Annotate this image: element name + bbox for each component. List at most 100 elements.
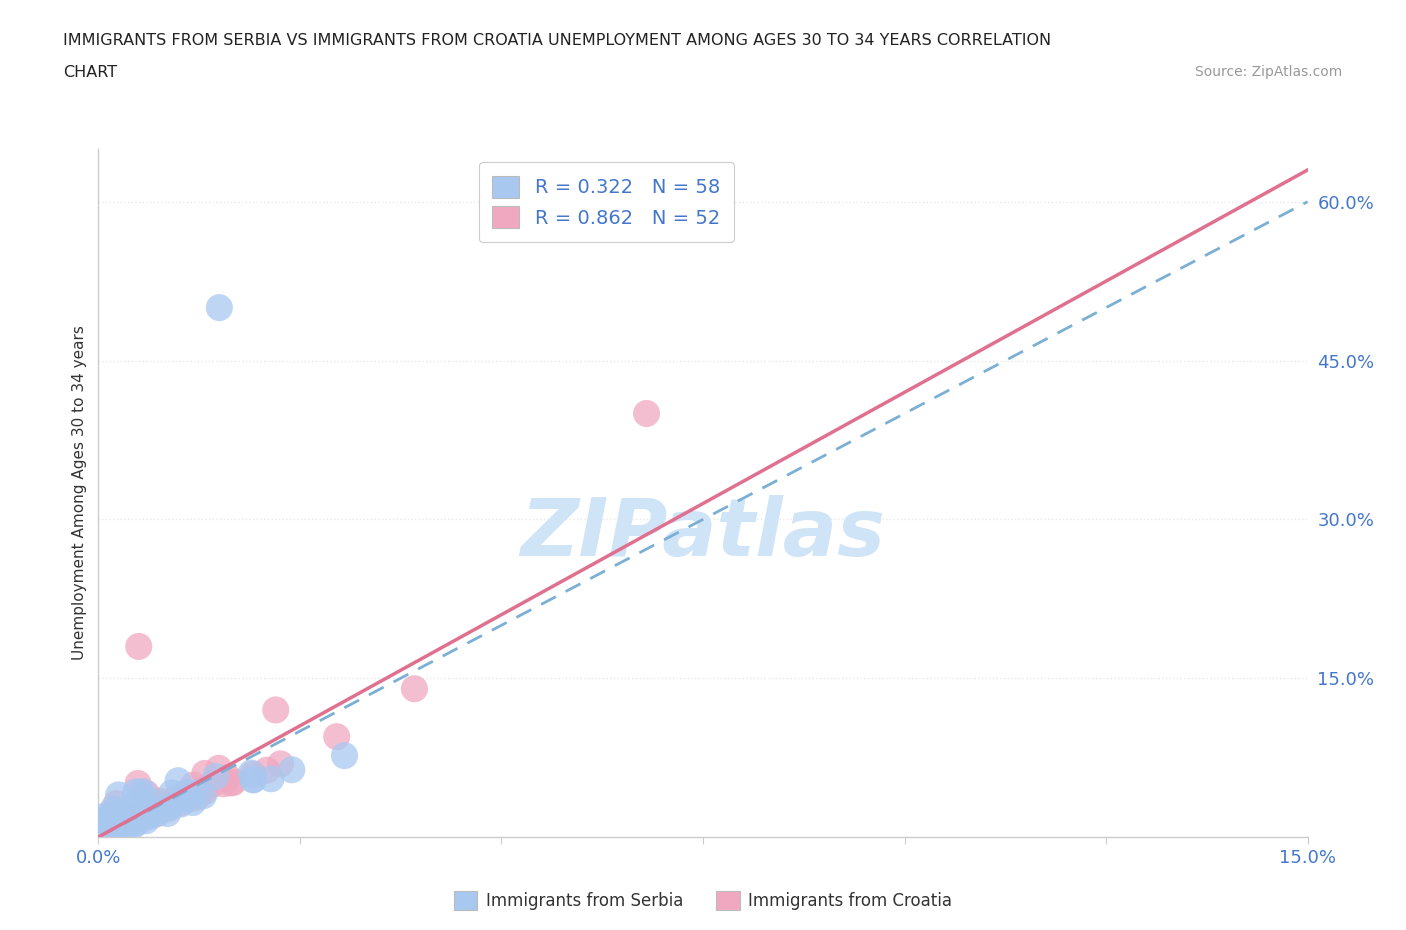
- Point: [89, 825, 111, 840]
- Point: [186, 790, 208, 805]
- Point: [127, 810, 149, 825]
- Point: [117, 810, 139, 825]
- Point: [108, 809, 131, 824]
- Point: [125, 811, 148, 826]
- Point: [184, 785, 207, 800]
- Point: [90, 824, 112, 839]
- Point: [142, 795, 165, 810]
- Point: [264, 702, 287, 717]
- Point: [136, 809, 159, 824]
- Point: [97, 825, 120, 840]
- Point: [98, 810, 121, 825]
- Point: [98, 820, 121, 835]
- Point: [127, 799, 149, 814]
- Point: [242, 767, 264, 782]
- Legend: Immigrants from Serbia, Immigrants from Croatia: Immigrants from Serbia, Immigrants from …: [447, 884, 959, 917]
- Text: CHART: CHART: [63, 65, 117, 80]
- Point: [132, 784, 155, 799]
- Point: [122, 817, 145, 832]
- Point: [131, 804, 153, 818]
- Point: [98, 814, 121, 829]
- Point: [260, 771, 283, 786]
- Point: [167, 773, 190, 788]
- Point: [104, 822, 127, 837]
- Point: [169, 795, 191, 810]
- Point: [127, 815, 149, 830]
- Point: [91, 827, 114, 842]
- Point: [132, 805, 155, 820]
- Point: [152, 802, 174, 817]
- Point: [128, 639, 150, 654]
- Point: [333, 748, 356, 763]
- Point: [108, 816, 131, 830]
- Point: [104, 803, 127, 817]
- Point: [174, 786, 197, 801]
- Point: [127, 776, 149, 790]
- Point: [117, 819, 139, 834]
- Point: [148, 793, 170, 808]
- Point: [201, 777, 224, 791]
- Point: [105, 796, 128, 811]
- Point: [90, 826, 112, 841]
- Point: [404, 682, 426, 697]
- Point: [87, 819, 110, 834]
- Text: ZIPatlas: ZIPatlas: [520, 495, 886, 573]
- Point: [103, 802, 125, 817]
- Point: [190, 783, 212, 798]
- Point: [139, 807, 162, 822]
- Point: [240, 765, 263, 780]
- Point: [129, 786, 152, 801]
- Point: [121, 808, 143, 823]
- Point: [256, 763, 278, 777]
- Point: [325, 729, 347, 744]
- Point: [146, 806, 169, 821]
- Point: [111, 815, 134, 830]
- Point: [100, 816, 122, 830]
- Point: [91, 817, 114, 831]
- Point: [97, 817, 120, 831]
- Point: [97, 825, 120, 840]
- Point: [242, 772, 264, 787]
- Point: [208, 761, 231, 776]
- Point: [165, 791, 187, 806]
- Point: [87, 825, 110, 840]
- Point: [115, 809, 138, 824]
- Point: [135, 786, 157, 801]
- Point: [97, 811, 120, 826]
- Point: [89, 817, 111, 832]
- Point: [170, 790, 193, 805]
- Point: [122, 810, 145, 825]
- Point: [117, 803, 139, 817]
- Y-axis label: Unemployment Among Ages 30 to 34 years: Unemployment Among Ages 30 to 34 years: [72, 326, 87, 660]
- Point: [160, 786, 183, 801]
- Point: [124, 813, 146, 828]
- Point: [204, 769, 226, 784]
- Point: [117, 815, 139, 830]
- Text: Source: ZipAtlas.com: Source: ZipAtlas.com: [1195, 65, 1343, 79]
- Point: [212, 777, 235, 791]
- Point: [242, 773, 264, 788]
- Point: [221, 776, 243, 790]
- Point: [135, 813, 157, 828]
- Point: [183, 777, 205, 792]
- Point: [108, 818, 131, 833]
- Point: [156, 806, 179, 821]
- Point: [93, 809, 115, 824]
- Point: [208, 300, 231, 315]
- Point: [193, 789, 215, 804]
- Point: [100, 807, 122, 822]
- Point: [118, 800, 141, 815]
- Text: IMMIGRANTS FROM SERBIA VS IMMIGRANTS FROM CROATIA UNEMPLOYMENT AMONG AGES 30 TO : IMMIGRANTS FROM SERBIA VS IMMIGRANTS FRO…: [63, 33, 1052, 47]
- Point: [194, 784, 217, 799]
- Point: [122, 812, 145, 827]
- Point: [110, 818, 132, 833]
- Point: [138, 807, 160, 822]
- Point: [159, 800, 181, 815]
- Point: [142, 807, 165, 822]
- Point: [112, 809, 135, 824]
- Legend: R = 0.322   N = 58, R = 0.862   N = 52: R = 0.322 N = 58, R = 0.862 N = 52: [478, 162, 734, 242]
- Point: [135, 797, 157, 812]
- Point: [107, 788, 129, 803]
- Point: [636, 406, 658, 421]
- Point: [157, 801, 180, 816]
